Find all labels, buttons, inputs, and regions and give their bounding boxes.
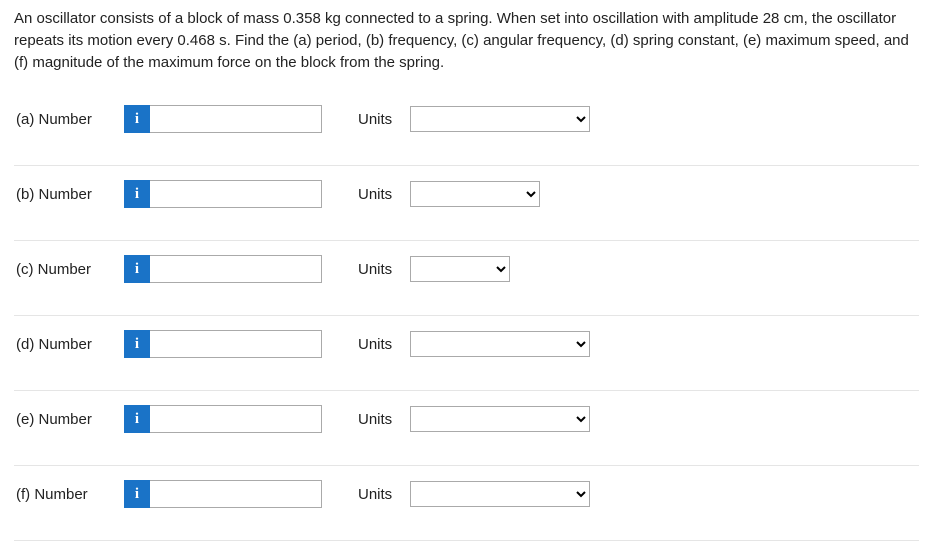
- info-icon[interactable]: i: [124, 480, 150, 508]
- row-b: (b) Number i Units: [14, 166, 919, 241]
- part-label-f: (f) Number: [14, 486, 124, 503]
- row-c: (c) Number i Units: [14, 241, 919, 316]
- part-label-e: (e) Number: [14, 411, 124, 428]
- part-label-a: (a) Number: [14, 111, 124, 128]
- number-input-d[interactable]: [150, 330, 322, 358]
- info-icon[interactable]: i: [124, 180, 150, 208]
- info-icon[interactable]: i: [124, 255, 150, 283]
- units-label-b: Units: [358, 186, 398, 203]
- part-label-c: (c) Number: [14, 261, 124, 278]
- number-input-e[interactable]: [150, 405, 322, 433]
- units-select-e[interactable]: [410, 406, 590, 432]
- info-icon[interactable]: i: [124, 105, 150, 133]
- row-e: (e) Number i Units: [14, 391, 919, 466]
- units-select-f[interactable]: [410, 481, 590, 507]
- part-label-b: (b) Number: [14, 186, 124, 203]
- number-input-f[interactable]: [150, 480, 322, 508]
- question-text: An oscillator consists of a block of mas…: [14, 8, 919, 73]
- units-select-d[interactable]: [410, 331, 590, 357]
- info-icon[interactable]: i: [124, 405, 150, 433]
- row-a: (a) Number i Units: [14, 91, 919, 166]
- units-label-e: Units: [358, 411, 398, 428]
- units-label-f: Units: [358, 486, 398, 503]
- number-input-c[interactable]: [150, 255, 322, 283]
- units-label-a: Units: [358, 111, 398, 128]
- number-input-a[interactable]: [150, 105, 322, 133]
- units-label-c: Units: [358, 261, 398, 278]
- row-d: (d) Number i Units: [14, 316, 919, 391]
- row-f: (f) Number i Units: [14, 466, 919, 541]
- part-label-d: (d) Number: [14, 336, 124, 353]
- units-label-d: Units: [358, 336, 398, 353]
- units-select-c[interactable]: [410, 256, 510, 282]
- info-icon[interactable]: i: [124, 330, 150, 358]
- units-select-a[interactable]: [410, 106, 590, 132]
- number-input-b[interactable]: [150, 180, 322, 208]
- units-select-b[interactable]: [410, 181, 540, 207]
- answer-rows: (a) Number i Units (b) Number i Units (c…: [14, 91, 919, 541]
